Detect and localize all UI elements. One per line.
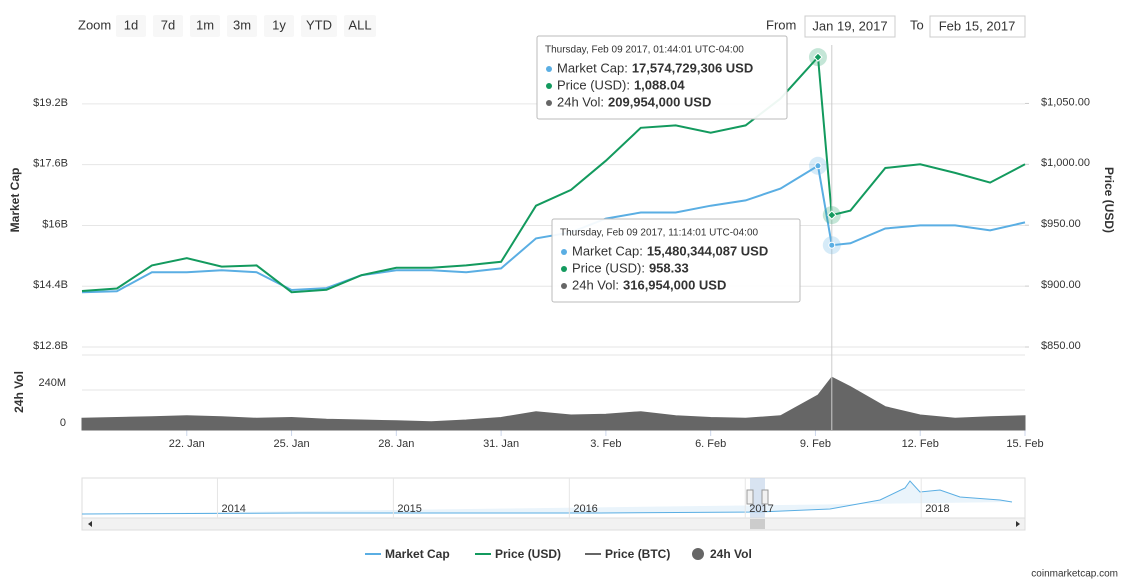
y2-tick-label: $850.00: [1041, 340, 1081, 352]
tooltip-label: Price (USD):: [557, 77, 630, 92]
y2-tick-label: $1,000.00: [1041, 157, 1090, 169]
scrollbar-thumb[interactable]: [750, 519, 765, 529]
legend-label[interactable]: Price (USD): [495, 547, 561, 561]
zoom-button-label[interactable]: 1m: [196, 17, 214, 32]
zoom-button-label[interactable]: 1d: [124, 17, 138, 32]
y2-tick-label: $950.00: [1041, 218, 1081, 230]
y2-tick-label: $1,050.00: [1041, 96, 1090, 108]
x-tick-label: 3. Feb: [590, 438, 621, 450]
to-value[interactable]: Feb 15, 2017: [939, 18, 1016, 33]
zoom-button-label[interactable]: 1y: [272, 17, 286, 32]
tooltip-dot: [546, 66, 552, 72]
x-tick-label: 22. Jan: [169, 438, 205, 450]
zoom-button[interactable]: [301, 15, 337, 37]
zoom-button[interactable]: [264, 15, 294, 37]
zoom-button[interactable]: [190, 15, 220, 37]
y2-axis-title: Price (USD): [1102, 167, 1116, 233]
hover-point: [828, 241, 836, 249]
tooltip-label: Market Cap:: [557, 60, 628, 75]
tooltip-value: 958.33: [649, 260, 689, 275]
legend-symbol: [692, 548, 704, 560]
scroll-right[interactable]: [1016, 521, 1020, 527]
legend-label[interactable]: Price (BTC): [605, 547, 670, 561]
navigator-tick-label: 2016: [573, 503, 597, 515]
navigator-line: [81, 480, 1013, 515]
tooltip-value: 17,574,729,306 USD: [632, 60, 753, 75]
tooltip-dot: [546, 100, 552, 106]
x-tick-label: 28. Jan: [378, 438, 414, 450]
tooltip-dot: [546, 83, 552, 89]
tooltip-header: Thursday, Feb 09 2017, 11:14:01 UTC-04:0…: [560, 228, 759, 239]
credit: coinmarketcap.com: [1031, 569, 1118, 580]
y-tick-label: $12.8B: [33, 340, 68, 352]
tooltip-value: 209,954,000 USD: [608, 94, 711, 109]
x-tick-label: 9. Feb: [800, 438, 831, 450]
y-axis-title: Market Cap: [8, 168, 22, 233]
zoom-button-label[interactable]: YTD: [306, 17, 332, 32]
navigator-tick-label: 2017: [749, 503, 773, 515]
navigator-tick-label: 2014: [221, 503, 245, 515]
zoom-button[interactable]: [153, 15, 183, 37]
legend-label[interactable]: 24h Vol: [710, 547, 752, 561]
navigator-tick-label: 2015: [397, 503, 421, 515]
y-tick-label: $17.6B: [33, 158, 68, 170]
tooltip-dot: [561, 266, 567, 272]
tooltip: Thursday, Feb 09 2017, 11:14:01 UTC-04:0…: [551, 218, 801, 303]
to-label: To: [910, 17, 924, 32]
tooltip-label: 24h Vol:: [572, 277, 619, 292]
tooltip-dot: [561, 283, 567, 289]
scrollbar[interactable]: [81, 517, 1026, 531]
zoom-button[interactable]: [116, 15, 146, 37]
zoom-button-label[interactable]: 3m: [233, 17, 251, 32]
y2-tick-label: $900.00: [1041, 279, 1081, 291]
tooltip-dot: [561, 249, 567, 255]
y-tick-label: $14.4B: [33, 279, 68, 291]
x-tick-label: 12. Feb: [902, 438, 939, 450]
to-input[interactable]: [929, 15, 1026, 38]
y-tick-label: $16B: [42, 218, 68, 230]
tooltip-box: [536, 35, 788, 120]
volume-area: [81, 376, 1026, 431]
from-value[interactable]: Jan 19, 2017: [812, 18, 887, 33]
tooltip-label: Price (USD):: [572, 260, 645, 275]
navigator-tick-label: 2018: [925, 503, 949, 515]
zoom-button-label[interactable]: ALL: [348, 17, 371, 32]
tooltip-value: 15,480,344,087 USD: [647, 243, 768, 258]
legend-label[interactable]: Market Cap: [385, 547, 450, 561]
vol-tick-label: 0: [60, 417, 66, 429]
tooltip-box: [551, 218, 801, 303]
vol-axis-title: 24h Vol: [12, 371, 26, 413]
tooltip: Thursday, Feb 09 2017, 01:44:01 UTC-04:0…: [536, 35, 788, 120]
navigator-handle[interactable]: [746, 489, 754, 505]
tooltip-value: 1,088.04: [634, 77, 685, 92]
vol-tick-label: 240M: [38, 377, 66, 389]
tooltip-label: 24h Vol:: [557, 94, 604, 109]
hover-point: [827, 210, 837, 220]
x-tick-label: 31. Jan: [483, 438, 519, 450]
navigator-handle[interactable]: [761, 489, 769, 505]
hover-point: [814, 162, 822, 170]
zoom-button[interactable]: [344, 15, 376, 37]
tooltip-header: Thursday, Feb 09 2017, 01:44:01 UTC-04:0…: [545, 45, 744, 56]
x-tick-label: 15. Feb: [1006, 438, 1043, 450]
zoom-button[interactable]: [227, 15, 257, 37]
x-tick-label: 25. Jan: [274, 438, 310, 450]
tooltip-value: 316,954,000 USD: [623, 277, 726, 292]
x-tick-label: 6. Feb: [695, 438, 726, 450]
navigator-selection[interactable]: [750, 478, 765, 518]
hover-point: [813, 52, 823, 62]
scroll-left[interactable]: [88, 521, 92, 527]
from-input[interactable]: [804, 15, 896, 38]
y-tick-label: $19.2B: [33, 97, 68, 109]
tooltip-label: Market Cap:: [572, 243, 643, 258]
zoom-label: Zoom: [78, 17, 111, 32]
series-line: [81, 54, 1026, 294]
zoom-button-label[interactable]: 7d: [161, 17, 175, 32]
from-label: From: [766, 17, 796, 32]
